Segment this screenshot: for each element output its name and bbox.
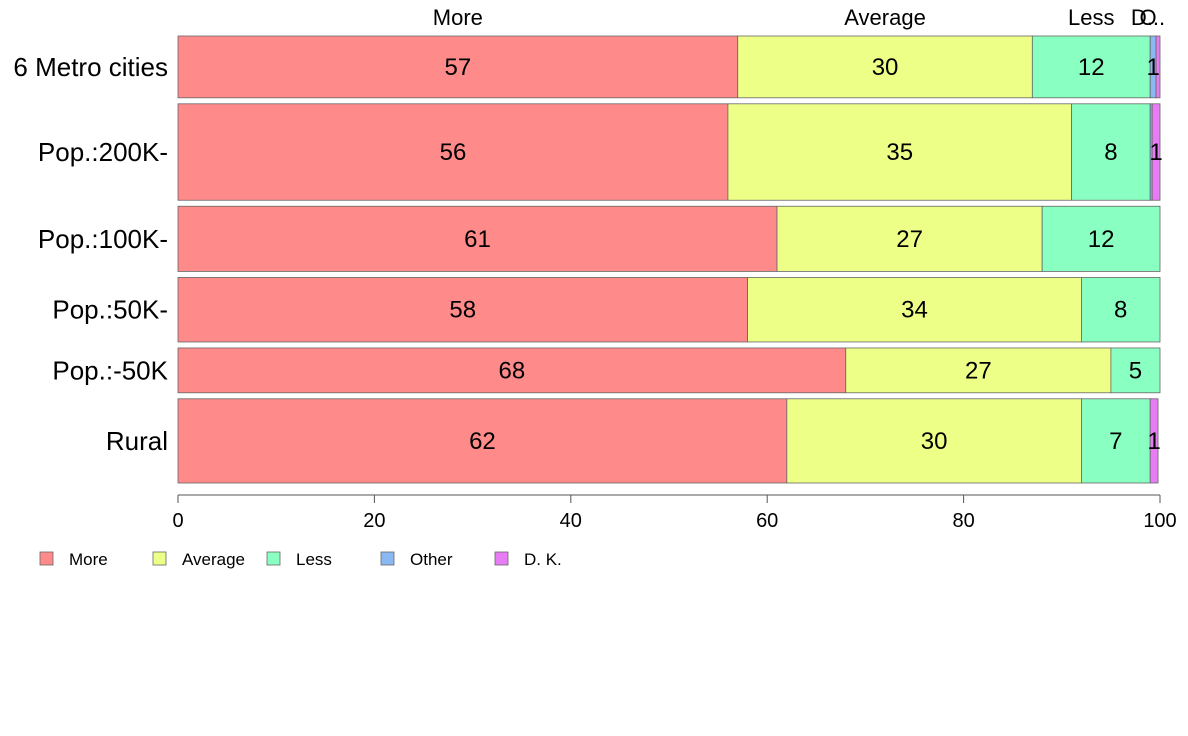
category-label: Pop.:-50K <box>52 355 168 385</box>
data-label: 57 <box>445 54 472 81</box>
legend-label: More <box>69 550 108 569</box>
category-label: Pop.:200K- <box>38 137 168 167</box>
category-label: Pop.:100K- <box>38 224 168 254</box>
data-label: 12 <box>1088 226 1115 253</box>
data-label: 5 <box>1129 357 1142 384</box>
legend-swatch <box>494 551 509 566</box>
bar-segment <box>1081 398 1151 484</box>
bar-segment <box>776 205 1043 272</box>
data-label: 68 <box>499 357 526 384</box>
bar-segment <box>737 35 1033 99</box>
category-label: Rural <box>106 426 168 456</box>
data-label: 7 <box>1109 428 1122 455</box>
bar-segment <box>1151 103 1161 201</box>
data-label: 35 <box>886 139 913 166</box>
x-axis: 0 20 40 60 80 100 <box>172 494 1177 532</box>
bar-segment <box>845 347 1112 394</box>
legend-swatch <box>380 551 395 566</box>
legend-label: Average <box>182 550 245 569</box>
data-label: 30 <box>872 54 899 81</box>
data-label: 8 <box>1114 297 1127 324</box>
column-label: D... <box>1131 5 1165 30</box>
bar-segment <box>1149 398 1159 484</box>
bar-segment <box>177 398 788 484</box>
legend-label: D. K. <box>524 550 562 569</box>
legend: More Average Less Other D. K. <box>39 550 562 569</box>
data-label: 30 <box>921 428 948 455</box>
bar-segment <box>1081 277 1161 343</box>
bars-group <box>177 35 1161 484</box>
data-label: 1 <box>1146 54 1159 81</box>
x-tick-label: 100 <box>1143 510 1176 532</box>
category-label: 6 Metro cities <box>13 52 168 82</box>
data-label: 27 <box>896 226 923 253</box>
data-label: 1 <box>1147 428 1160 455</box>
bar-segment <box>1110 347 1161 394</box>
bar-segment <box>1071 103 1151 201</box>
category-labels-group: 6 Metro cities Pop.:200K- Pop.:100K- Pop.:5… <box>13 52 168 456</box>
bar-segment <box>177 35 739 99</box>
bar-segment <box>177 103 729 201</box>
legend-label: Other <box>410 550 453 569</box>
legend-swatch <box>152 551 167 566</box>
data-label: 27 <box>965 357 992 384</box>
top-labels-group: More Average Less OD... <box>433 5 1165 30</box>
bar-segment <box>177 205 778 272</box>
data-label: 34 <box>901 297 928 324</box>
column-label: More <box>433 5 483 30</box>
data-label: 1 <box>1149 139 1162 166</box>
data-label: 8 <box>1104 139 1117 166</box>
bar-segment <box>786 398 1082 484</box>
x-tick-label: 80 <box>952 510 974 532</box>
x-tick-label: 0 <box>172 510 183 532</box>
column-label: Average <box>844 5 926 30</box>
data-label: 62 <box>469 428 496 455</box>
category-label: Pop.:50K- <box>52 295 168 325</box>
data-label: 56 <box>440 139 467 166</box>
legend-label: Less <box>296 550 332 569</box>
column-label: Less <box>1068 5 1114 30</box>
x-tick-label: 60 <box>756 510 778 532</box>
bar-segment <box>1031 35 1151 99</box>
bar-segment <box>747 277 1082 343</box>
data-label: 58 <box>449 297 476 324</box>
legend-swatch <box>39 551 54 566</box>
data-label: 61 <box>464 226 491 253</box>
bar-segment <box>177 277 748 343</box>
data-label: 12 <box>1078 54 1105 81</box>
bar-segment <box>727 103 1073 201</box>
legend-swatch <box>266 551 281 566</box>
bar-segment <box>177 347 847 394</box>
x-tick-label: 20 <box>363 510 385 532</box>
bar-segment <box>1155 35 1161 99</box>
bar-segment <box>1041 205 1161 272</box>
column-label: O <box>1139 5 1156 30</box>
x-tick-label: 40 <box>560 510 582 532</box>
